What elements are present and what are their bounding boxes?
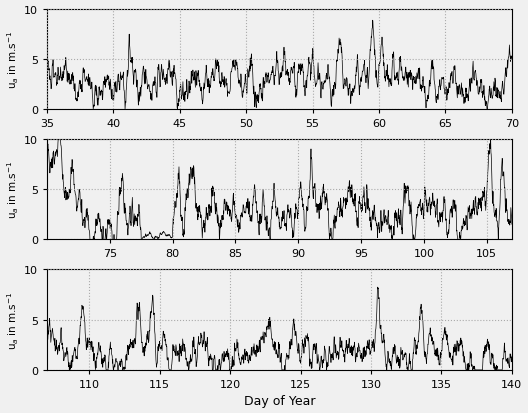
Y-axis label: u$_a$ in m.s$^{-1}$: u$_a$ in m.s$^{-1}$ (6, 31, 21, 89)
Y-axis label: u$_a$ in m.s$^{-1}$: u$_a$ in m.s$^{-1}$ (6, 291, 21, 349)
X-axis label: Day of Year: Day of Year (243, 394, 315, 408)
Y-axis label: u$_a$ in m.s$^{-1}$: u$_a$ in m.s$^{-1}$ (6, 161, 21, 219)
